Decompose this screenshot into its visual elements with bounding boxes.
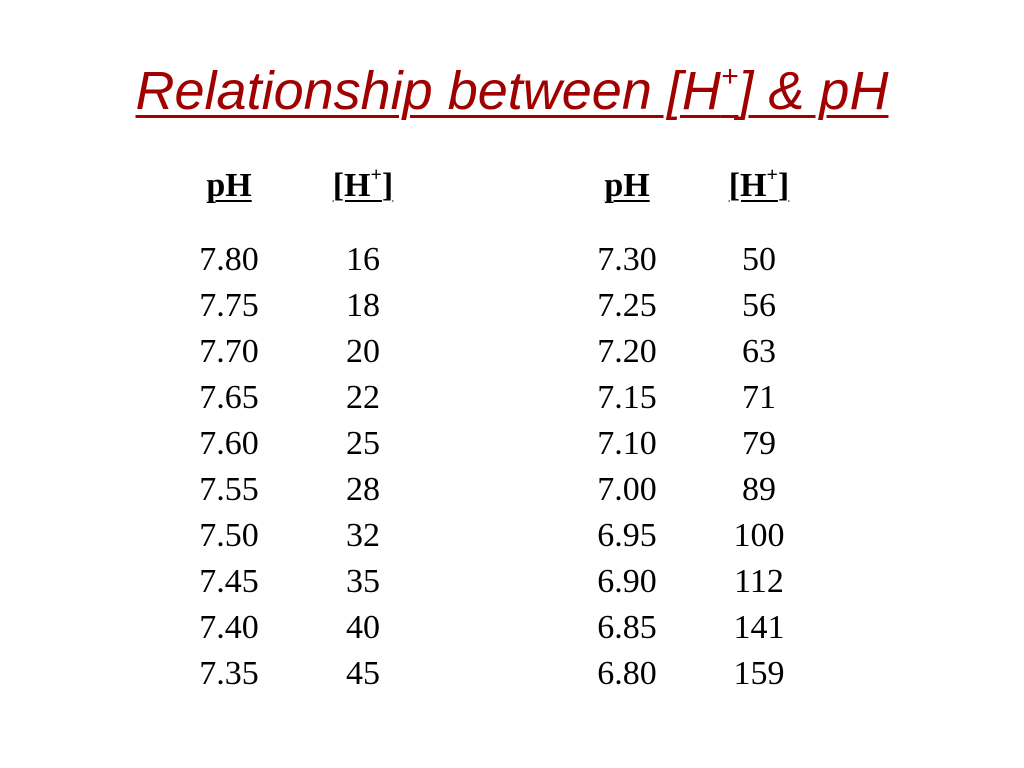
table2-ph-header: pH xyxy=(557,166,697,206)
table1-ph-cell: 7.35 xyxy=(199,655,259,692)
table1-h-header-end: ] xyxy=(381,167,394,204)
table2-ph-cell: 7.20 xyxy=(597,333,657,370)
table1-h-cell: 35 xyxy=(346,563,380,600)
table2-h-cell: 89 xyxy=(742,471,776,508)
table1-h-cell: 18 xyxy=(346,287,380,324)
table1-h-values: 16 18 20 22 25 28 32 35 40 45 xyxy=(293,237,433,697)
table1-ph-header: pH xyxy=(159,166,299,206)
table1-h-cell: 16 xyxy=(346,241,380,278)
table2-h-header-end: ] xyxy=(777,167,790,204)
table1-h-column: [H+] 16 18 20 22 25 28 32 35 40 45 xyxy=(293,163,433,697)
table1-h-cell: 32 xyxy=(346,517,380,554)
table1-h-cell: 22 xyxy=(346,379,380,416)
table1-h-header: [H+] xyxy=(293,163,433,206)
table1-h-header-sup: + xyxy=(370,163,382,186)
slide-title: Relationship between [H+] & pH xyxy=(0,56,1024,126)
table2-h-header-sup: + xyxy=(766,163,778,186)
table2-ph-cell: 6.80 xyxy=(597,655,657,692)
table1-h-header-label: [H+] xyxy=(332,163,394,204)
table1-h-cell: 45 xyxy=(346,655,380,692)
table1-ph-cell: 7.75 xyxy=(199,287,259,324)
table2-h-cell: 100 xyxy=(733,517,785,554)
table2-ph-header-label: pH xyxy=(604,167,650,204)
table2-h-header-main: [H xyxy=(728,167,767,204)
table1-ph-header-label: pH xyxy=(206,167,252,204)
table2-ph-cell: 7.15 xyxy=(597,379,657,416)
title-superscript: + xyxy=(720,60,739,93)
table1-h-header-main: [H xyxy=(332,167,371,204)
table1-h-cell: 40 xyxy=(346,609,380,646)
table2-h-values: 50 56 63 71 79 89 100 112 141 159 xyxy=(689,237,829,697)
table1-h-cell: 25 xyxy=(346,425,380,462)
table1-ph-cell: 7.45 xyxy=(199,563,259,600)
table2-h-header-label: [H+] xyxy=(728,163,790,204)
title-text-end: ] & pH xyxy=(738,61,889,121)
table2-h-cell: 56 xyxy=(742,287,776,324)
table2-h-cell: 141 xyxy=(733,609,785,646)
table1-h-cell: 28 xyxy=(346,471,380,508)
table2-h-cell: 79 xyxy=(742,425,776,462)
table2-h-cell: 112 xyxy=(734,563,784,600)
table2-h-column: [H+] 50 56 63 71 79 89 100 112 141 159 xyxy=(689,163,829,697)
table2-ph-values: 7.30 7.25 7.20 7.15 7.10 7.00 6.95 6.90 … xyxy=(557,237,697,697)
table2-ph-cell: 7.10 xyxy=(597,425,657,462)
table2-h-header: [H+] xyxy=(689,163,829,206)
table2-h-cell: 50 xyxy=(742,241,776,278)
table1-ph-cell: 7.80 xyxy=(199,241,259,278)
table1-ph-column: pH 7.80 7.75 7.70 7.65 7.60 7.55 7.50 7.… xyxy=(159,166,299,697)
table2-ph-cell: 7.25 xyxy=(597,287,657,324)
table2-ph-cell: 6.95 xyxy=(597,517,657,554)
table1-ph-cell: 7.60 xyxy=(199,425,259,462)
table1-ph-cell: 7.70 xyxy=(199,333,259,370)
table2-h-cell: 159 xyxy=(733,655,785,692)
table2-ph-column: pH 7.30 7.25 7.20 7.15 7.10 7.00 6.95 6.… xyxy=(557,166,697,697)
table1-ph-cell: 7.40 xyxy=(199,609,259,646)
table1-ph-cell: 7.55 xyxy=(199,471,259,508)
table2-h-cell: 71 xyxy=(742,379,776,416)
table1-ph-cell: 7.65 xyxy=(199,379,259,416)
table1-ph-values: 7.80 7.75 7.70 7.65 7.60 7.55 7.50 7.45 … xyxy=(159,237,299,697)
table1-ph-cell: 7.50 xyxy=(199,517,259,554)
table2-ph-cell: 6.90 xyxy=(597,563,657,600)
table2-ph-cell: 7.00 xyxy=(597,471,657,508)
title-text-main: Relationship between [H xyxy=(135,61,721,121)
table2-h-cell: 63 xyxy=(742,333,776,370)
table1-h-cell: 20 xyxy=(346,333,380,370)
table2-ph-cell: 6.85 xyxy=(597,609,657,646)
table2-ph-cell: 7.30 xyxy=(597,241,657,278)
